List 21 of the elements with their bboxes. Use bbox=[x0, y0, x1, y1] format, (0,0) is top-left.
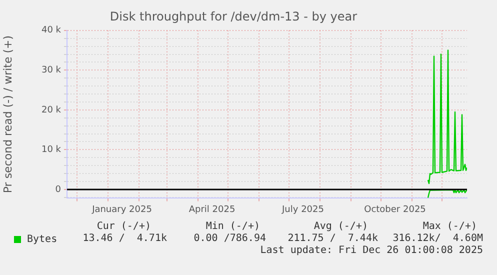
x-tick-label: April 2025 bbox=[188, 204, 236, 215]
y-tick-label: 30 k bbox=[41, 66, 62, 76]
text: Avg (-/+) bbox=[314, 221, 368, 232]
text: Min (-/+) bbox=[206, 221, 260, 232]
y-tick-label: 20 k bbox=[41, 105, 62, 116]
y-tick-label: 0 bbox=[55, 184, 62, 195]
y-tick-label: 40 k bbox=[41, 26, 62, 36]
y-tick-label: 10 k bbox=[41, 145, 62, 156]
text: Cur (-/+) bbox=[96, 221, 151, 232]
chart-title: Disk throughput for /dev/dm-13 - by year bbox=[110, 9, 358, 24]
text: 211.75 / 7.44k bbox=[288, 233, 378, 244]
x-tick-label: January 2025 bbox=[91, 204, 152, 215]
text: Max (-/+) bbox=[422, 221, 477, 232]
x-tick-label: October 2025 bbox=[364, 204, 426, 215]
text: Last update: Fri Dec 26 01:00:08 2025 bbox=[260, 245, 483, 256]
text: 316.12k/ 4.60M bbox=[392, 233, 483, 244]
legend-label: Bytes bbox=[27, 234, 58, 245]
text: 13.46 / 4.71k bbox=[82, 233, 167, 244]
x-tick-label: July 2025 bbox=[281, 204, 324, 215]
y-axis-title: Pr second read (-) / write (+) bbox=[1, 35, 14, 194]
text: 0.00 /786.94 bbox=[194, 233, 266, 244]
